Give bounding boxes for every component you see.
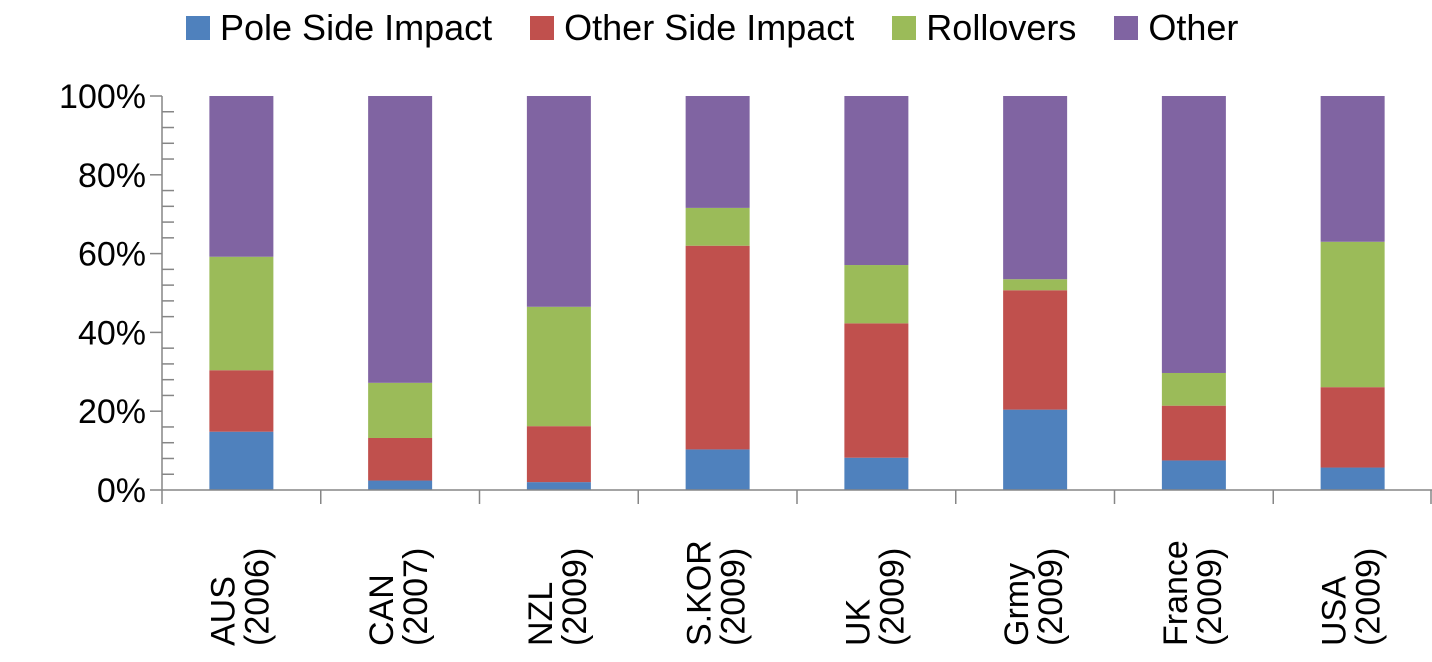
bar-segment (368, 382, 433, 438)
legend-item-pole-side-impact: Pole Side Impact (186, 7, 492, 49)
x-tick-label: (2009) (873, 548, 911, 646)
bar-segment (844, 265, 909, 324)
bar-segment (1320, 387, 1385, 468)
bar-segment (685, 245, 750, 450)
bar-segment (1003, 409, 1068, 490)
legend-swatch-rollovers (892, 16, 917, 40)
bar-segment (209, 256, 274, 371)
x-tick-label: (2006) (238, 548, 276, 646)
legend-swatch-other (1114, 16, 1139, 40)
bar-segment (1003, 279, 1068, 291)
bar-segment (844, 96, 909, 266)
y-tick-label: 0% (97, 472, 146, 510)
bar-segment (526, 96, 591, 307)
legend: Pole Side Impact Other Side Impact Rollo… (186, 6, 1238, 50)
legend-label-pole-side-impact: Pole Side Impact (220, 7, 493, 48)
x-tick-label: Grmy (998, 563, 1036, 646)
bar-segment (1003, 290, 1068, 410)
x-tick-label: USA (1316, 576, 1354, 646)
y-tick-label: 60% (78, 236, 146, 274)
bar-segment (1161, 460, 1226, 490)
legend-label-other-side-impact: Other Side Impact (564, 7, 855, 48)
bar-segment (526, 482, 591, 490)
legend-swatch-other-side-impact (530, 16, 555, 40)
legend-item-other-side-impact: Other Side Impact (530, 7, 854, 49)
bar-segment (1003, 96, 1068, 280)
bar-segment (1161, 372, 1226, 406)
y-tick-label: 40% (78, 314, 146, 352)
bar-segment (1320, 241, 1385, 388)
x-tick-label: (2009) (556, 548, 594, 646)
bar-segment (685, 449, 750, 490)
y-tick-label: 100% (59, 78, 146, 116)
bar-segment (1320, 96, 1385, 242)
bar-segment (209, 370, 274, 432)
x-tick-label: NZL (522, 582, 560, 646)
bar-segment (368, 96, 433, 383)
bar-segment (526, 306, 591, 427)
bar-segment (1320, 467, 1385, 490)
legend-item-rollovers: Rollovers (892, 7, 1076, 49)
x-tick-label: CAN (363, 574, 401, 646)
bar-segment (844, 457, 909, 490)
bar-segment (368, 480, 433, 490)
bar-segment (368, 437, 433, 481)
bar-segment (209, 96, 274, 257)
bar-segment (685, 207, 750, 246)
legend-swatch-pole-side-impact (186, 16, 210, 40)
legend-label-other: Other (1148, 7, 1239, 48)
x-tick-label: S.KOR (681, 540, 719, 646)
bar-segment (1161, 405, 1226, 461)
x-tick-label: (2009) (1032, 548, 1070, 646)
bar-segment (685, 96, 750, 208)
bar-segment (844, 323, 909, 458)
y-tick-label: 80% (78, 157, 146, 195)
legend-label-rollovers: Rollovers (926, 7, 1077, 48)
x-tick-label: (2007) (397, 548, 435, 646)
bar-segment (1161, 96, 1226, 373)
x-tick-label: (2009) (715, 548, 753, 646)
bar-segment (526, 426, 591, 483)
x-tick-label: AUS (204, 576, 242, 646)
x-tick-label: France (1157, 540, 1195, 646)
y-tick-label: 20% (78, 393, 146, 431)
x-tick-label: UK (839, 598, 877, 646)
bar-segment (209, 431, 274, 490)
x-tick-label: (2009) (1350, 548, 1388, 646)
x-tick-label: (2009) (1191, 548, 1229, 646)
legend-item-other: Other (1114, 7, 1238, 49)
